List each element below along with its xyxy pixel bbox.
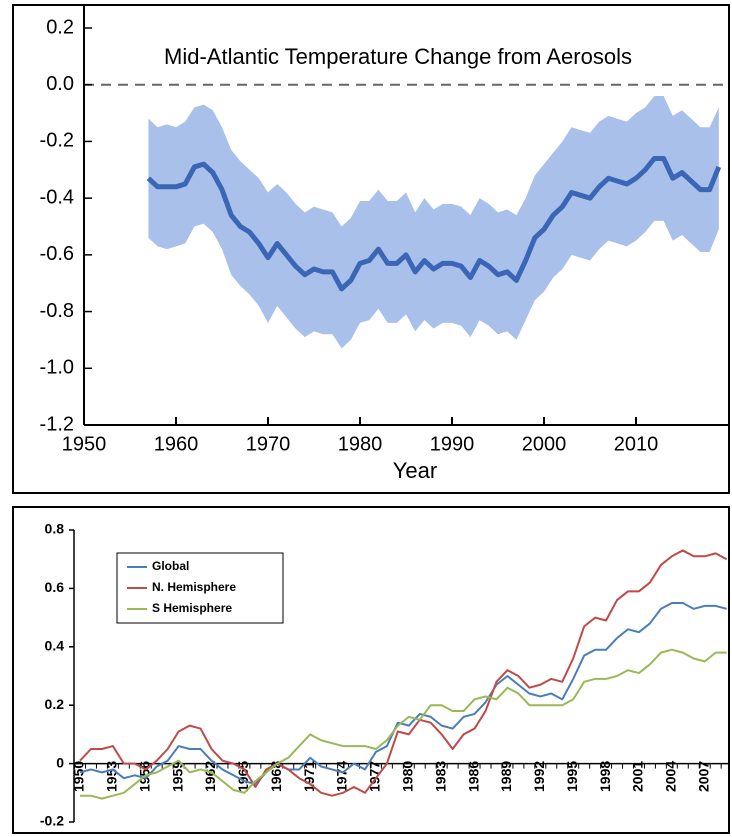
x-tick-label: 1953 <box>104 761 120 792</box>
y-tick-label: 0.4 <box>45 638 65 654</box>
x-tick-label: 1992 <box>531 761 547 792</box>
x-tick-label: 1986 <box>465 761 481 792</box>
series-line <box>80 648 727 800</box>
x-tick-label: 1983 <box>432 761 448 792</box>
x-tick-label: 1990 <box>430 433 475 455</box>
y-tick-label: -0.8 <box>40 300 74 322</box>
x-axis-label: Year <box>393 458 437 483</box>
legend-label: S Hemisphere <box>152 601 232 615</box>
y-tick-label: -0.6 <box>40 243 74 265</box>
panel-frame <box>12 4 730 494</box>
x-tick-label: 1950 <box>71 761 87 792</box>
x-tick-label: 1995 <box>564 761 580 792</box>
x-tick-label: 1965 <box>235 761 251 792</box>
y-tick-label: 0.0 <box>46 73 74 95</box>
x-tick-label: 1962 <box>202 761 218 792</box>
x-tick-label: 1950 <box>62 433 107 455</box>
x-tick-label: 1980 <box>338 433 383 455</box>
y-tick-label: 0.6 <box>45 579 65 595</box>
x-tick-label: 1998 <box>597 761 613 792</box>
y-tick-label: -1.2 <box>40 413 74 435</box>
x-tick-label: 1989 <box>498 761 514 792</box>
x-tick-label: 1974 <box>334 761 350 792</box>
x-tick-label: 2004 <box>663 761 679 792</box>
x-tick-label: 1980 <box>400 761 416 792</box>
x-tick-label: 2007 <box>695 761 711 792</box>
x-tick-label: 1971 <box>301 761 317 792</box>
y-tick-label: -0.2 <box>40 813 64 829</box>
y-tick-label: 0.2 <box>45 696 65 712</box>
y-tick-label: 0 <box>56 754 64 770</box>
x-tick-label: 2010 <box>614 433 659 455</box>
series-line <box>79 602 727 786</box>
x-tick-label: 1959 <box>169 761 185 792</box>
series-line <box>146 155 722 292</box>
x-tick-label: 1960 <box>154 433 199 455</box>
legend-label: Global <box>152 559 189 573</box>
y-tick-label: -0.2 <box>40 130 74 152</box>
legend-label: N. Hemisphere <box>152 580 236 594</box>
y-tick-label: 0.2 <box>46 16 74 38</box>
y-tick-label: 0.8 <box>45 521 65 537</box>
x-tick-label: 1970 <box>246 433 291 455</box>
chart-title: Mid-Atlantic Temperature Change from Aer… <box>164 44 632 69</box>
y-tick-label: -1.0 <box>40 357 74 379</box>
x-tick-label: 2000 <box>522 433 567 455</box>
y-tick-label: -0.4 <box>40 186 74 208</box>
panel-frame <box>12 506 730 834</box>
uncertainty-band <box>148 96 719 349</box>
x-tick-label: 2001 <box>630 761 646 792</box>
series-line <box>79 549 728 797</box>
